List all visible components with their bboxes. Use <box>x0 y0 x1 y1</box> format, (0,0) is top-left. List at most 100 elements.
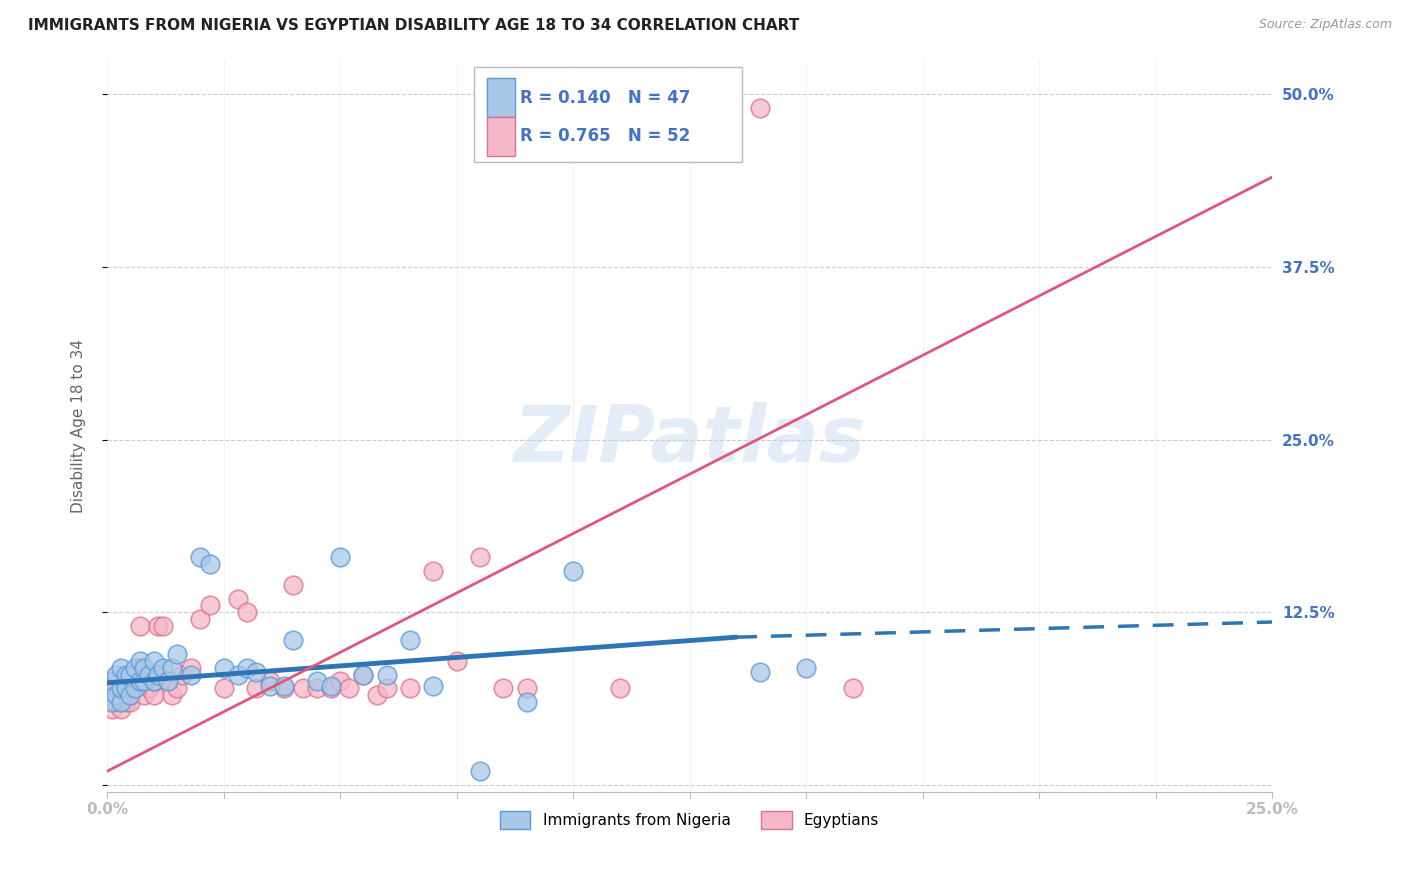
Point <box>148 619 170 633</box>
Point <box>375 667 398 681</box>
Point <box>142 654 165 668</box>
Point <box>492 681 515 696</box>
Point <box>114 695 136 709</box>
Point <box>105 695 128 709</box>
Y-axis label: Disability Age 18 to 34: Disability Age 18 to 34 <box>72 339 86 513</box>
Point <box>794 660 817 674</box>
Point <box>120 667 142 681</box>
Point <box>319 681 342 696</box>
Point <box>110 695 132 709</box>
Point <box>162 688 184 702</box>
Point <box>156 674 179 689</box>
Point <box>134 674 156 689</box>
Point <box>152 660 174 674</box>
Point <box>236 605 259 619</box>
Point <box>188 612 211 626</box>
Point <box>105 674 128 689</box>
Point <box>198 557 221 571</box>
Point <box>422 564 444 578</box>
Point <box>329 674 352 689</box>
Point <box>609 681 631 696</box>
Point <box>283 577 305 591</box>
Point <box>245 681 267 696</box>
Point <box>259 679 281 693</box>
Point <box>110 660 132 674</box>
Point <box>162 660 184 674</box>
FancyBboxPatch shape <box>474 67 742 162</box>
Point <box>124 660 146 674</box>
Point <box>468 764 491 779</box>
Point <box>375 681 398 696</box>
Point <box>352 667 374 681</box>
Point <box>138 681 160 696</box>
FancyBboxPatch shape <box>486 78 515 118</box>
Point <box>515 681 537 696</box>
Point <box>562 564 585 578</box>
Point <box>236 660 259 674</box>
Point <box>128 619 150 633</box>
Point <box>114 667 136 681</box>
Point <box>841 681 863 696</box>
Point <box>134 688 156 702</box>
Point <box>100 681 122 696</box>
Point <box>156 674 179 689</box>
Point <box>562 101 585 115</box>
Point <box>166 681 188 696</box>
Point <box>226 667 249 681</box>
Point <box>319 679 342 693</box>
Point <box>212 681 235 696</box>
Point <box>124 681 146 696</box>
Point <box>166 647 188 661</box>
Point <box>399 681 422 696</box>
Point <box>120 688 142 702</box>
Point <box>339 681 361 696</box>
Point <box>366 688 388 702</box>
Point <box>128 660 150 674</box>
Point <box>226 591 249 606</box>
Point <box>105 667 128 681</box>
Point <box>180 667 202 681</box>
Point <box>273 681 295 696</box>
Point <box>105 688 128 702</box>
Point <box>748 665 770 679</box>
Point <box>422 679 444 693</box>
Point <box>188 549 211 564</box>
Point <box>273 679 295 693</box>
Point <box>142 688 165 702</box>
Point <box>152 619 174 633</box>
Point <box>138 667 160 681</box>
Point <box>352 667 374 681</box>
Point <box>110 681 132 696</box>
Point <box>170 667 193 681</box>
Point <box>180 660 202 674</box>
Point <box>148 667 170 681</box>
Point <box>110 681 132 696</box>
Point <box>120 695 142 709</box>
Point <box>283 632 305 647</box>
Point <box>748 101 770 115</box>
Point <box>128 674 150 689</box>
Text: ZIPatlas: ZIPatlas <box>513 402 866 478</box>
Point <box>110 702 132 716</box>
Point <box>100 674 122 689</box>
Legend: Immigrants from Nigeria, Egyptians: Immigrants from Nigeria, Egyptians <box>494 805 886 836</box>
Point <box>305 681 328 696</box>
Point <box>100 702 122 716</box>
Point <box>100 695 122 709</box>
Point <box>134 674 156 689</box>
Point <box>212 660 235 674</box>
FancyBboxPatch shape <box>486 117 515 156</box>
Point <box>120 688 142 702</box>
Point <box>399 632 422 647</box>
Point <box>142 674 165 689</box>
Point <box>124 681 146 696</box>
Text: IMMIGRANTS FROM NIGERIA VS EGYPTIAN DISABILITY AGE 18 TO 34 CORRELATION CHART: IMMIGRANTS FROM NIGERIA VS EGYPTIAN DISA… <box>28 18 800 33</box>
Point <box>114 681 136 696</box>
Point <box>468 549 491 564</box>
Text: R = 0.765   N = 52: R = 0.765 N = 52 <box>519 128 690 145</box>
Text: Source: ZipAtlas.com: Source: ZipAtlas.com <box>1258 18 1392 31</box>
Point <box>245 665 267 679</box>
Point <box>198 599 221 613</box>
Point <box>114 674 136 689</box>
Point <box>291 681 314 696</box>
